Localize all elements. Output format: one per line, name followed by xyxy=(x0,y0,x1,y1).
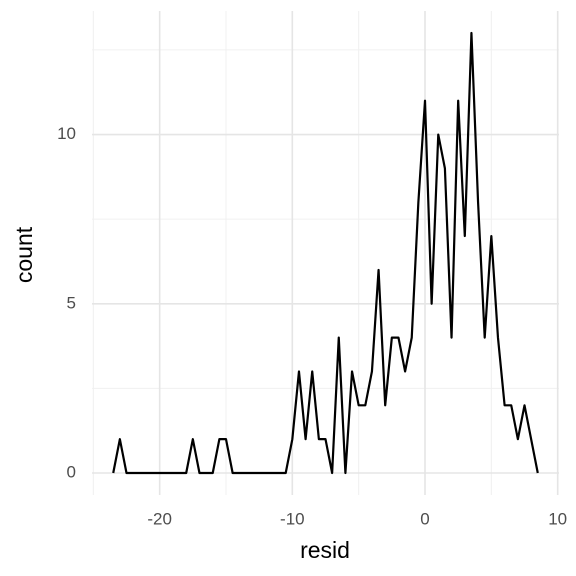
y-tick-label: 0 xyxy=(67,462,76,481)
x-axis-title: resid xyxy=(300,537,350,563)
data-line xyxy=(112,31,539,475)
y-axis-title: count xyxy=(11,226,37,283)
x-tick-label: -10 xyxy=(280,509,305,528)
x-tick-label: 10 xyxy=(548,509,567,528)
x-tick-label: -20 xyxy=(147,509,172,528)
y-tick-label: 10 xyxy=(57,124,76,143)
y-tick-label: 5 xyxy=(67,293,76,312)
x-tick-label: 0 xyxy=(420,509,429,528)
